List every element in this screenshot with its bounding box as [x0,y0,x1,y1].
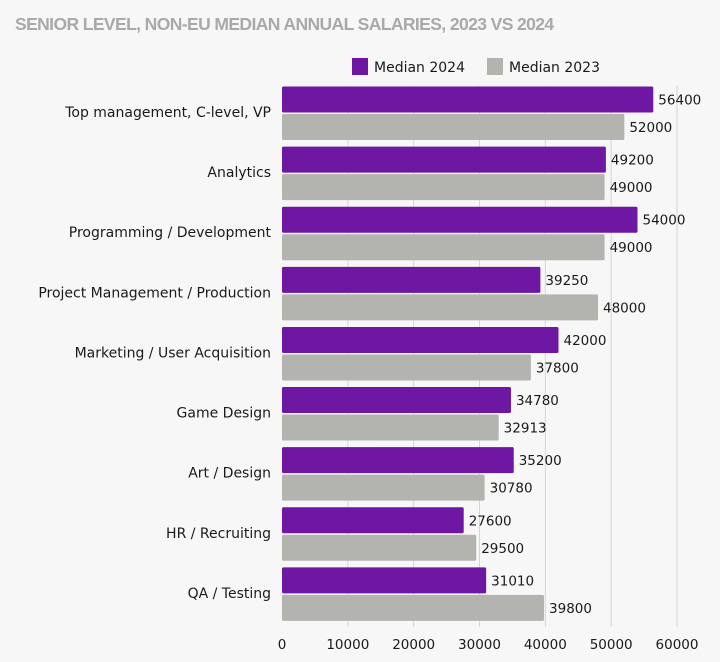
bar-2024 [282,447,514,474]
bar-2024 [282,146,606,173]
chart-title: SENIOR LEVEL, NON-EU MEDIAN ANNUAL SALAR… [15,14,554,34]
data-label-2023: 49000 [610,180,653,196]
category-label: Game Design [177,406,271,422]
data-label-2023: 30780 [490,481,533,497]
data-label-2023: 29500 [481,541,524,557]
category-label: Analytics [207,165,271,181]
bar-2024 [282,387,511,414]
bar-2024 [282,567,487,594]
data-label-2024: 54000 [643,213,686,229]
bar-2024 [282,326,559,353]
bar-2023 [282,354,531,381]
category-label: Art / Design [188,466,271,482]
data-label-2023: 48000 [603,300,646,316]
x-axis-ticks: 0 10000 20000 30000 40000 50000 60000 [278,637,699,653]
x-tick-label: 50000 [590,637,633,653]
legend-label-2023: Median 2023 [509,60,600,76]
bar-2023 [282,534,477,561]
bar-2023 [282,414,499,441]
category-label: QA / Testing [188,586,271,602]
x-tick-label: 20000 [392,637,435,653]
data-label-2024: 56400 [658,93,701,109]
data-label-2023: 39800 [549,601,592,617]
data-label-2023: 52000 [629,120,672,136]
data-label-2023: 49000 [610,240,653,256]
category-label: Programming / Development [69,225,272,241]
bars [282,86,654,621]
bar-2024 [282,86,654,113]
category-label: Project Management / Production [38,285,271,301]
legend-label-2024: Median 2024 [374,60,465,76]
bar-2023 [282,294,598,321]
category-labels: Top management, C-level, VP Analytics Prog… [38,105,271,602]
x-tick-label: 40000 [524,637,567,653]
bar-2024 [282,206,638,233]
data-label-2023: 32913 [504,421,547,437]
data-label-2024: 34780 [516,393,559,409]
data-label-2024: 49200 [611,153,654,169]
data-label-2023: 37800 [536,360,579,376]
category-label: HR / Recruiting [166,526,271,542]
legend-swatch-2024 [352,58,368,75]
data-label-2024: 31010 [491,573,534,589]
x-tick-label: 30000 [458,637,501,653]
x-tick-label: 10000 [326,637,369,653]
data-labels: 56400 52000 49200 49000 54000 49000 39250 48000… [469,93,702,617]
data-label-2024: 42000 [564,333,607,349]
data-label-2024: 27600 [469,513,512,529]
bar-2023 [282,114,625,140]
data-label-2024: 39250 [545,273,588,289]
data-label-2024: 35200 [519,453,562,469]
bar-2023 [282,594,545,621]
x-tick-label: 0 [278,637,287,653]
category-label: Top management, C-level, VP [64,105,271,121]
category-label: Marketing / User Acquisition [75,345,271,361]
bar-2023 [282,474,485,501]
legend-swatch-2023 [487,58,503,75]
bar-2024 [282,507,464,534]
bar-2023 [282,174,605,201]
bar-2023 [282,234,605,261]
legend: Median 2024 Median 2023 [352,58,600,76]
x-tick-label: 60000 [656,637,699,653]
bar-2024 [282,266,541,293]
